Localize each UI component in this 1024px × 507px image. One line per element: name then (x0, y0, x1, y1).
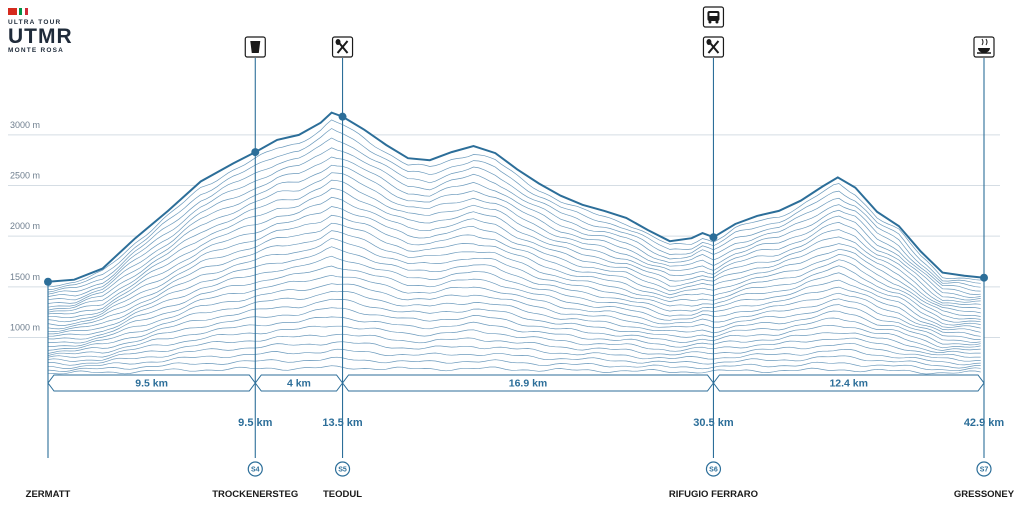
ridge-line (47, 274, 981, 340)
ridge-line (47, 230, 981, 326)
drink-icon (244, 36, 266, 58)
italian-flag-icon (19, 8, 28, 15)
steam-shape (981, 38, 988, 46)
spoon-bowl (706, 39, 712, 45)
ridge-line (47, 128, 981, 290)
segment-label: 4 km (287, 378, 311, 390)
food-icon (702, 36, 725, 58)
stop-id-label: S7 (980, 467, 989, 474)
ridge-line (47, 172, 981, 304)
stop-id-badge (705, 461, 722, 477)
ridge-line (47, 325, 981, 358)
ridge-line (48, 341, 981, 366)
stop-point (44, 277, 52, 286)
ridge-line (47, 333, 981, 362)
ridge-line (48, 255, 981, 335)
stop-name-label: ZERMATT (26, 489, 71, 500)
ridge-line (47, 119, 981, 287)
bus-icon (702, 6, 725, 28)
ridge-line (47, 156, 981, 297)
utmr-logo: ULTRA TOUR UTMR MONTE ROSA (8, 8, 128, 55)
ridge-line (47, 196, 981, 313)
flags (8, 8, 128, 15)
swiss-flag-icon (8, 8, 17, 15)
profile-area (48, 112, 984, 376)
ridge-line (47, 187, 981, 311)
ridge-line (47, 206, 981, 315)
stop-name-label: TEODUL (323, 489, 362, 500)
segment-label: 9.5 km (135, 378, 168, 390)
hot-meal-icon (973, 36, 995, 58)
ridge-line (47, 365, 981, 375)
stop-distance-label: 42.9 km (964, 417, 1005, 429)
ridge-line (47, 307, 981, 354)
ridge-line (47, 137, 981, 293)
bowl-shape (978, 48, 990, 53)
profile-line (47, 111, 985, 283)
ridge-line (47, 179, 981, 308)
stop-point (251, 148, 260, 157)
cup-shape (250, 41, 261, 53)
stop-id-badge (976, 461, 992, 477)
bus-window (709, 13, 718, 16)
y-tick-label: 2000 m (10, 221, 40, 231)
stop-name-label: GRESSONEY (954, 489, 1015, 500)
bus-wheel (708, 20, 712, 24)
stop-id-label: S5 (338, 467, 347, 474)
stop-distance-label: 9.5 km (238, 417, 272, 429)
stop-name-label: TROCKENERSTEG (212, 489, 298, 500)
ridge-line (47, 298, 981, 351)
logo-wordmark: UTMR (8, 25, 73, 48)
food-icon (331, 36, 354, 58)
ridge-line (47, 356, 981, 372)
ridge-line (47, 164, 981, 301)
y-tick-label: 1500 m (10, 272, 40, 282)
spoon-bowl (335, 39, 341, 45)
stop-point (709, 233, 718, 242)
ridge-line (47, 147, 981, 295)
ridge-line (47, 348, 981, 369)
stop-point (338, 112, 347, 121)
ridge-line (47, 316, 981, 356)
stop-id-badge (247, 461, 263, 477)
stop-point (980, 273, 988, 282)
stop-id-label: S6 (709, 467, 718, 474)
segment-label: 12.4 km (829, 378, 868, 390)
stop-distance-label: 13.5 km (322, 417, 363, 429)
logo-line-top: ULTRA TOUR (8, 19, 62, 26)
ridge-line (47, 237, 981, 330)
stop-name-label: RIFUGIO FERRARO (669, 489, 758, 500)
icon-frame (973, 36, 995, 58)
ridge-line (47, 222, 981, 323)
ridge-line (47, 283, 981, 344)
logo-line-bottom: MONTE ROSA (8, 47, 65, 54)
stop-id-label: S4 (251, 467, 260, 474)
ridge-line (47, 246, 981, 332)
y-tick-label: 3000 m (10, 120, 40, 130)
ridge-line (48, 291, 981, 347)
bus-wheel (715, 20, 719, 24)
y-tick-label: 2500 m (10, 171, 40, 181)
ridge-line (48, 214, 981, 319)
segment-label: 16.9 km (509, 378, 548, 390)
stop-id-badge (334, 461, 351, 477)
ridge-line (47, 265, 981, 337)
stop-distance-label: 30.5 km (693, 417, 734, 429)
y-tick-label: 1000 m (10, 322, 40, 332)
